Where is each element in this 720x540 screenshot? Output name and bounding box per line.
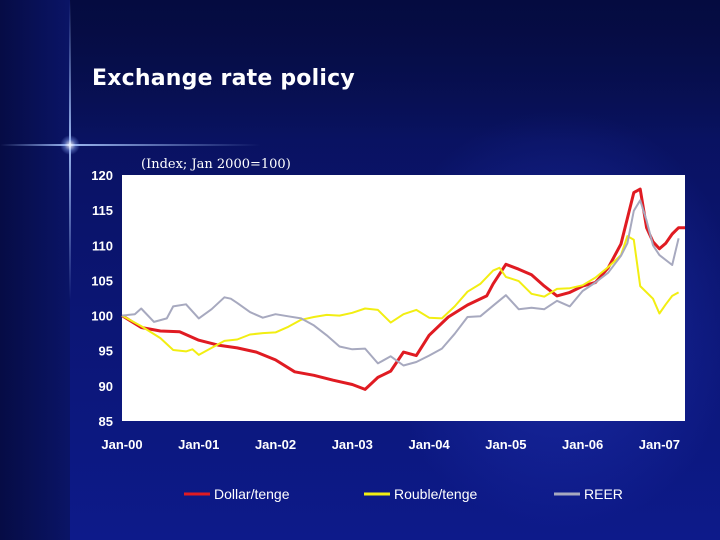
series-line-reer: [121, 199, 680, 367]
x-tick-label: Jan-02: [255, 437, 296, 452]
y-tick-label: 120: [91, 168, 113, 183]
x-axis: Jan-00 Jan-01 Jan-02 Jan-03 Jan-04 Jan-05 Jan-…: [101, 437, 680, 452]
y-tick-label: 110: [92, 238, 113, 253]
x-tick-label: Jan-00: [101, 437, 142, 452]
x-tick-label: Jan-01: [178, 437, 219, 452]
slide-left-band: [0, 0, 70, 540]
x-tick-label: Jan-05: [485, 437, 526, 452]
legend-label-dollar-tenge: Dollar/tenge: [214, 486, 290, 502]
x-tick-label: Jan-03: [332, 437, 373, 452]
y-tick-label: 90: [99, 379, 113, 394]
series-line-dollar-tenge: [121, 187, 685, 391]
decorative-sparkle-glow: [60, 135, 80, 155]
legend-label-rouble-tenge: Rouble/tenge: [394, 486, 478, 502]
x-tick-label: Jan-04: [408, 437, 450, 452]
plot-area: [122, 175, 685, 421]
x-tick-label: Jan-07: [639, 437, 680, 452]
y-tick-label: 95: [99, 344, 113, 359]
slide-title: Exchange rate policy: [92, 66, 355, 91]
y-tick-label: 100: [91, 309, 113, 324]
y-tick-label: 105: [91, 273, 113, 288]
decorative-sparkle-horizontal: [0, 144, 260, 146]
legend: Dollar/tenge Rouble/tenge REER: [184, 486, 623, 502]
x-tick-label: Jan-06: [562, 437, 603, 452]
y-tick-label: 115: [92, 203, 113, 218]
series-lines: [121, 187, 685, 391]
slide-top-band: [0, 0, 720, 140]
legend-label-reer: REER: [584, 486, 623, 502]
chart-subtitle: (Index; Jan 2000=100): [141, 157, 291, 172]
y-axis: 85 90 95 100 105 110 115 120: [91, 168, 113, 429]
y-tick-label: 85: [99, 414, 113, 429]
